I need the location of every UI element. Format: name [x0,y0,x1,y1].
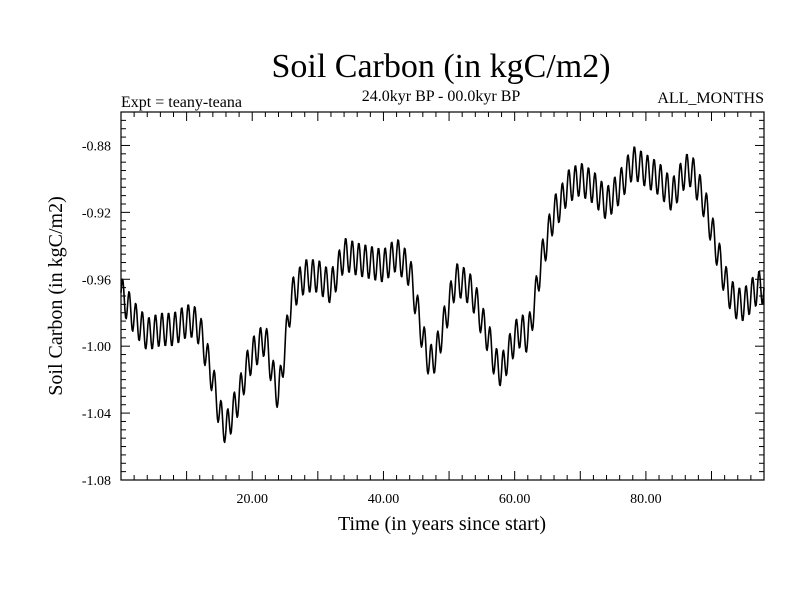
x-tick-label: 60.00 [499,492,531,507]
y-tick-label: -1.00 [82,340,111,355]
months-label: ALL_MONTHS [657,90,764,107]
x-tick-label: 20.00 [236,492,268,507]
series-line [120,146,765,444]
x-tick-label: 40.00 [368,492,400,507]
y-axis-label: Soil Carbon (in kgC/m2) [45,196,67,395]
chart-subtitle: 24.0kyr BP - 00.0kyr BP [362,88,521,105]
y-tick-label: -1.04 [82,407,111,422]
experiment-label: Expt = teany-teana [121,94,242,111]
y-tick-label: -0.96 [82,273,111,288]
x-tick-labels: 20.00 40.00 60.00 80.00 [236,492,661,507]
chart-title: Soil Carbon (in kgC/m2) [271,48,610,85]
y-tick-label: -1.08 [82,474,111,489]
y-tick-label: -0.92 [82,206,111,221]
y-tick-labels: -0.88 -0.92 -0.96 -1.00 -1.04 -1.08 [82,139,111,489]
y-tick-label: -0.88 [82,139,111,154]
x-tick-label: 80.00 [630,492,662,507]
x-axis-label: Time (in years since start) [338,513,546,535]
tick-marks [121,111,765,481]
plot-frame [120,111,765,481]
